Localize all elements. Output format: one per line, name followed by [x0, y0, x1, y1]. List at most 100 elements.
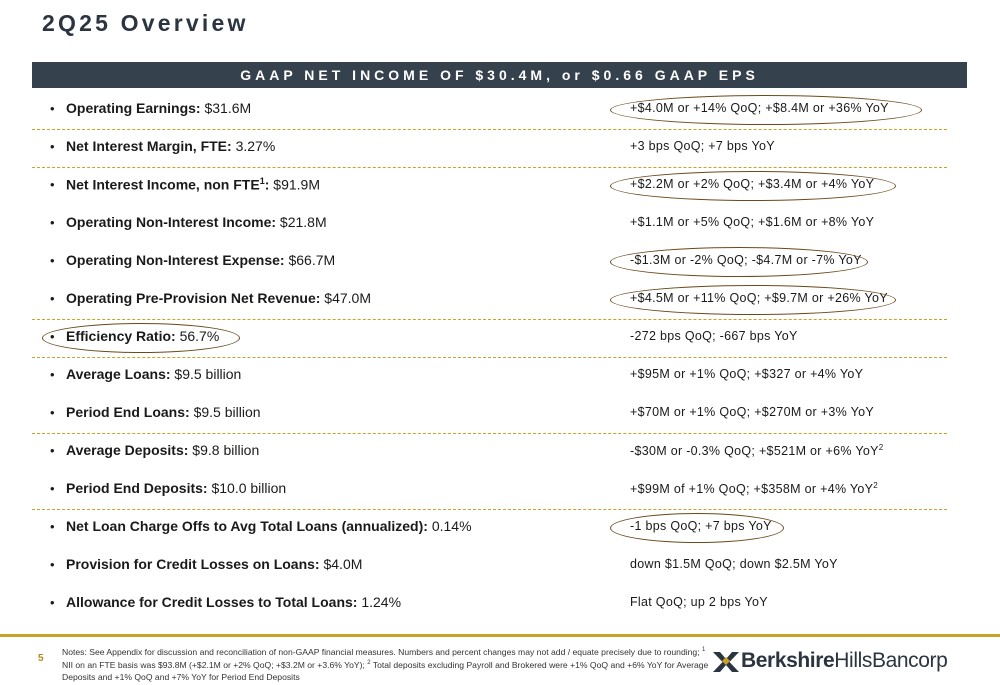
- row-separator: [32, 319, 947, 320]
- metric-label: Allowance for Credit Losses to Total Loa…: [66, 594, 358, 610]
- metric-text: Period End Loans: $9.5 billion: [66, 404, 261, 420]
- change-text: +$1.1M or +5% QoQ; +$1.6M or +8% YoY: [630, 215, 875, 229]
- metric-text: Net Interest Margin, FTE: 3.27%: [66, 138, 275, 154]
- bullet: •: [50, 557, 55, 572]
- bullet: •: [50, 215, 55, 230]
- metric-change: -$30M or -0.3% QoQ; +$521M or +6% YoY2: [630, 443, 883, 458]
- metric-row: • Period End Loans: $9.5 billion +$70M or …: [32, 395, 967, 433]
- metric-value: $21.8M: [276, 214, 327, 230]
- metric-row: • Operating Earnings: $31.6M +$4.0M or +14…: [32, 91, 967, 129]
- row-separator: [32, 433, 947, 434]
- metric-value: $66.7M: [284, 252, 336, 268]
- metric-text: Provision for Credit Losses on Loans: $4…: [66, 556, 362, 572]
- bullet: •: [50, 291, 55, 306]
- metric-value: 0.14%: [427, 518, 472, 534]
- row-separator: [32, 129, 947, 130]
- change-text: +$70M or +1% QoQ; +$270M or +3% YoY: [630, 405, 874, 419]
- change-text: -272 bps QoQ; -667 bps YoY: [630, 329, 798, 343]
- metric-row: • Operating Non-Interest Expense: $66.7M -…: [32, 243, 967, 281]
- metric-label: Operating Non-Interest Expense:: [66, 252, 285, 268]
- metric-text: Operating Non-Interest Income: $21.8M: [66, 214, 327, 230]
- footnote-marker: 2: [878, 443, 884, 452]
- metric-value: $9.5 billion: [170, 366, 242, 382]
- metric-value: $4.0M: [319, 556, 363, 572]
- bullet: •: [50, 177, 55, 192]
- bullet: •: [50, 101, 55, 116]
- headline-banner: GAAP NET INCOME OF $30.4M, or $0.66 GAAP…: [32, 62, 967, 88]
- metric-label: Net Interest Income, non FTE: [66, 176, 260, 193]
- bullet: •: [50, 595, 55, 610]
- highlight-circle: [610, 171, 896, 201]
- metric-label: Period End Deposits:: [66, 480, 208, 496]
- bullet: •: [50, 405, 55, 420]
- metric-row: • Efficiency Ratio: 56.7% -272 bps QoQ; -6…: [32, 319, 967, 357]
- metric-row: • Operating Pre-Provision Net Revenue: $4…: [32, 281, 967, 319]
- company-logo: BerkshireHillsBancorp: [713, 648, 973, 676]
- footnotes: Notes: See Appendix for discussion and r…: [62, 646, 709, 682]
- metric-label: Net Interest Margin, FTE:: [66, 138, 232, 154]
- metric-row: • Net Loan Charge Offs to Avg Total Loans…: [32, 509, 967, 547]
- metric-row: • Average Deposits: $9.8 billion -$30M or …: [32, 433, 967, 471]
- metric-row: • Net Interest Income, non FTE1: $91.9M +$…: [32, 167, 967, 205]
- bullet: •: [50, 367, 55, 382]
- metric-change: -272 bps QoQ; -667 bps YoY: [630, 329, 798, 343]
- metric-row: • Allowance for Credit Losses to Total Lo…: [32, 585, 967, 623]
- bullet: •: [50, 139, 55, 154]
- metric-change: down $1.5M QoQ; down $2.5M YoY: [630, 557, 838, 571]
- metric-label: Net Loan Charge Offs to Avg Total Loans …: [66, 518, 428, 534]
- row-separator: [32, 509, 947, 510]
- change-text: +$95M or +1% QoQ; +$327 or +4% YoY: [630, 367, 864, 381]
- metric-text: Average Deposits: $9.8 billion: [66, 442, 259, 458]
- metric-row: • Average Loans: $9.5 billion +$95M or +1%…: [32, 357, 967, 395]
- change-text: -$30M or -0.3% QoQ; +$521M or +6% YoY: [630, 444, 879, 459]
- bullet: •: [50, 443, 55, 458]
- bullet: •: [50, 519, 55, 534]
- metric-row: • Operating Non-Interest Income: $21.8M +$…: [32, 205, 967, 243]
- metric-value: $91.9M: [269, 176, 320, 193]
- highlight-circle: [42, 323, 240, 353]
- change-text: down $1.5M QoQ; down $2.5M YoY: [630, 557, 838, 571]
- metric-row: • Period End Deposits: $10.0 billion +$99M…: [32, 471, 967, 509]
- change-text: +3 bps QoQ; +7 bps YoY: [630, 139, 775, 153]
- metric-label: Provision for Credit Losses on Loans:: [66, 556, 320, 572]
- metric-value: $9.5 billion: [189, 404, 261, 420]
- page-number: 5: [38, 653, 44, 664]
- metric-value: $31.6M: [200, 100, 252, 116]
- metric-value: $9.8 billion: [188, 442, 260, 458]
- metric-label: Operating Earnings:: [66, 100, 201, 116]
- metric-text: Period End Deposits: $10.0 billion: [66, 480, 286, 496]
- highlight-circle: [610, 247, 868, 277]
- metric-change: +$1.1M or +5% QoQ; +$1.6M or +8% YoY: [630, 215, 874, 229]
- footnote-marker: 1: [259, 176, 265, 186]
- footnote-marker: 2: [873, 481, 879, 490]
- highlight-circle: [610, 513, 784, 543]
- metric-text: Operating Pre-Provision Net Revenue: $47…: [66, 290, 371, 306]
- metric-change: +$95M or +1% QoQ; +$327 or +4% YoY: [630, 367, 863, 381]
- metric-value: $47.0M: [320, 290, 371, 306]
- logo-wordmark: BerkshireHillsBancorp: [741, 649, 948, 672]
- bullet: •: [50, 253, 55, 268]
- highlight-circle: [610, 285, 896, 315]
- metric-change: +$70M or +1% QoQ; +$270M or +3% YoY: [630, 405, 874, 419]
- row-separator: [32, 357, 947, 358]
- highlight-circle: [610, 95, 922, 125]
- change-text: +$99M of +1% QoQ; +$358M or +4% YoY: [630, 482, 874, 497]
- metric-change: +3 bps QoQ; +7 bps YoY: [630, 139, 775, 153]
- metric-text: Operating Earnings: $31.6M: [66, 100, 251, 116]
- metric-label: Average Deposits:: [66, 442, 189, 458]
- metric-text: Net Interest Income, non FTE1: $91.9M: [66, 176, 320, 193]
- metric-text: Average Loans: $9.5 billion: [66, 366, 241, 382]
- metric-value: 3.27%: [231, 138, 276, 154]
- metric-text: Net Loan Charge Offs to Avg Total Loans …: [66, 518, 472, 534]
- metric-label: Operating Non-Interest Income:: [66, 214, 277, 230]
- metric-value: $10.0 billion: [207, 480, 287, 496]
- metric-label: Average Loans:: [66, 366, 171, 382]
- metric-change: +$99M of +1% QoQ; +$358M or +4% YoY2: [630, 481, 878, 496]
- metric-row: • Net Interest Margin, FTE: 3.27% +3 bps Q…: [32, 129, 967, 167]
- berkshire-x-mark-icon: [713, 652, 739, 672]
- metric-row: • Provision for Credit Losses on Loans: $…: [32, 547, 967, 585]
- metric-change: Flat QoQ; up 2 bps YoY: [630, 595, 768, 609]
- slide-title: 2Q25 Overview: [42, 10, 249, 36]
- metric-text: Allowance for Credit Losses to Total Loa…: [66, 594, 401, 610]
- metric-label-suffix: :: [264, 176, 270, 193]
